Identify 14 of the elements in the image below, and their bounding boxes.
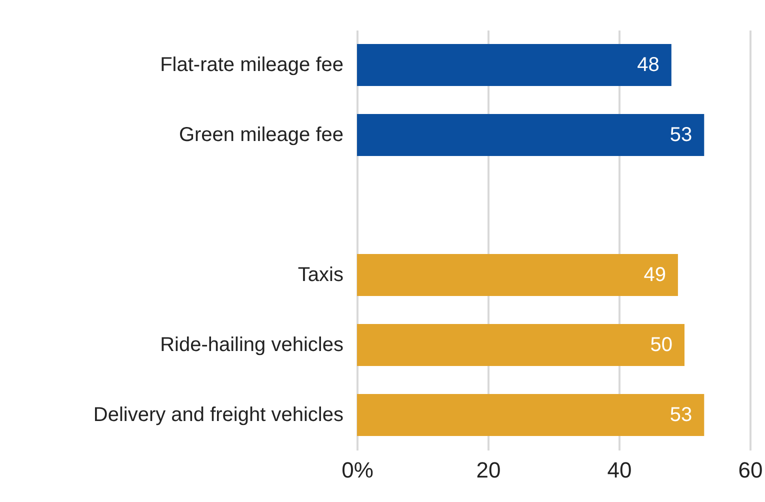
- x-tick-label: 40: [607, 458, 632, 482]
- y-tick-label: Delivery and freight vehicles: [93, 404, 344, 426]
- x-tick-label: 20: [476, 458, 501, 482]
- data-label: 53: [670, 404, 692, 426]
- y-tick-label: Flat-rate mileage fee: [160, 54, 344, 76]
- data-label: 48: [637, 54, 660, 76]
- data-label: 49: [644, 264, 666, 286]
- data-label: 50: [650, 334, 672, 356]
- y-tick-label: Green mileage fee: [178, 124, 344, 146]
- y-tick-label: Ride-hailing vehicles: [160, 334, 344, 356]
- y-tick-label: Taxis: [298, 264, 344, 286]
- data-label: 53: [670, 124, 692, 146]
- x-tick-label: 0%: [342, 458, 374, 482]
- x-tick-label: 60: [738, 458, 763, 482]
